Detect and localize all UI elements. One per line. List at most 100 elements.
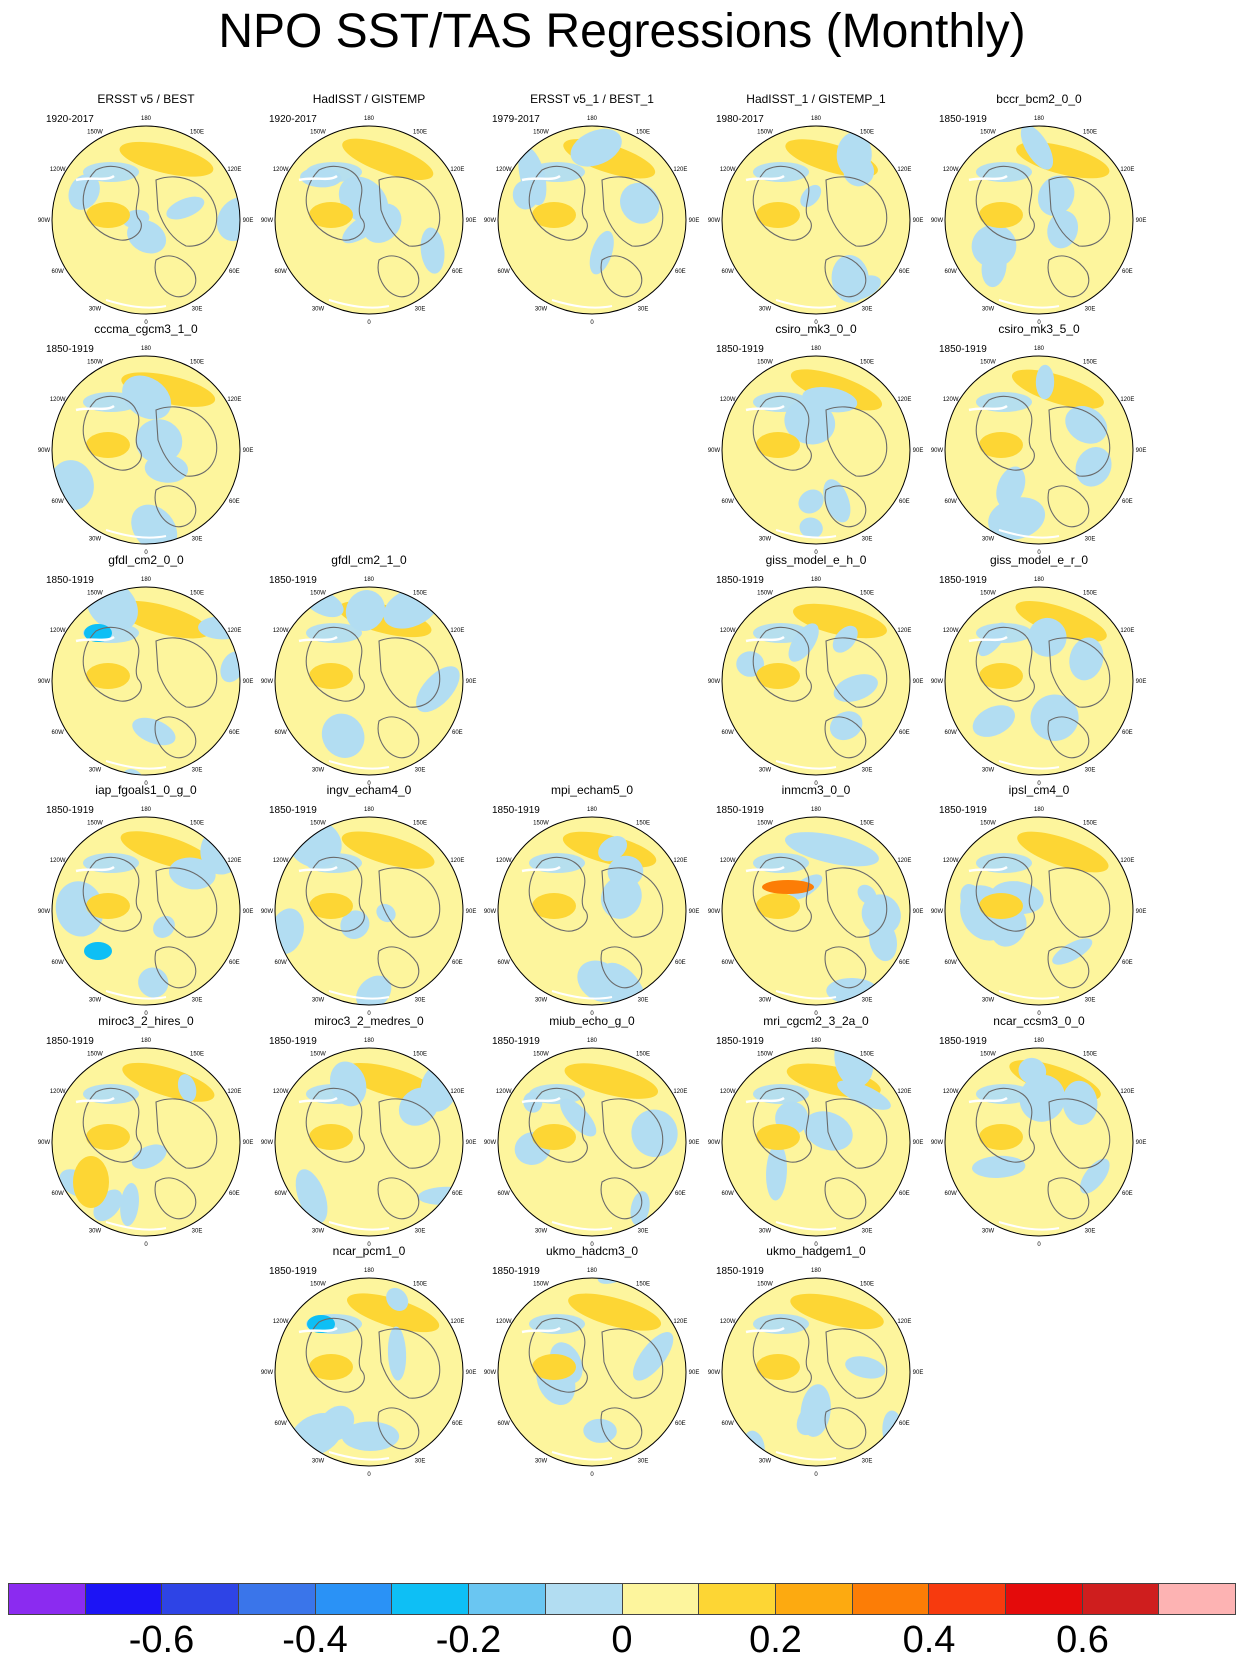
longitude-label: 120W — [943, 397, 959, 403]
longitude-label: 150E — [190, 591, 204, 597]
longitude-label: 0 — [814, 320, 818, 326]
longitude-label: 60W — [721, 730, 734, 736]
panel-years: 1850-1919 — [46, 1036, 94, 1047]
colorbar-tick-label: -0.2 — [435, 1619, 502, 1661]
map-panel: gfdl_cm2_0_0 1850-1919 180 150E 120E 90E 60E 30… — [36, 553, 256, 793]
colorbar-swatch — [1159, 1584, 1235, 1614]
colorbar-swatch — [775, 1584, 853, 1614]
map-panel: bccr_bcm2_0_0 1850-1919 180 150E 120E 90E 60E 3… — [929, 92, 1149, 332]
longitude-label: 120W — [50, 167, 66, 173]
longitude-label: 150E — [413, 1052, 427, 1058]
map-panel: giss_model_e_h_0 1850-1919 180 150E 120E 90E 6… — [706, 553, 926, 793]
longitude-label: 150E — [636, 130, 650, 136]
longitude-label: 150W — [533, 1282, 549, 1288]
longitude-label: 90E — [689, 1370, 700, 1376]
longitude-label: 0 — [144, 1242, 148, 1248]
longitude-label: 30E — [192, 997, 203, 1003]
longitude-label: 180 — [364, 116, 375, 122]
longitude-label: 60E — [899, 269, 910, 275]
longitude-label: 120E — [1120, 1089, 1134, 1095]
panel-title: ingv_echam4_0 — [326, 783, 412, 797]
longitude-label: 150E — [860, 130, 874, 136]
longitude-label: 90E — [913, 679, 924, 685]
longitude-label: 0 — [144, 1011, 148, 1017]
longitude-label: 90W — [931, 1140, 944, 1146]
longitude-label: 60W — [497, 960, 510, 966]
longitude-label: 120W — [273, 628, 289, 634]
longitude-label: 150E — [413, 1282, 427, 1288]
longitude-label: 120E — [227, 858, 241, 864]
longitude-label: 150E — [190, 130, 204, 136]
longitude-label: 60W — [944, 960, 957, 966]
longitude-label: 150E — [860, 591, 874, 597]
longitude-label: 60E — [1122, 1191, 1133, 1197]
longitude-label: 150W — [980, 130, 996, 136]
longitude-label: 150W — [757, 130, 773, 136]
colorbar — [8, 1583, 1236, 1615]
longitude-label: 90W — [708, 679, 721, 685]
longitude-label: 120E — [1120, 397, 1134, 403]
longitude-label: 120E — [450, 1089, 464, 1095]
longitude-label: 30W — [982, 306, 995, 312]
longitude-label: 0 — [814, 1011, 818, 1017]
longitude-label: 90W — [484, 909, 497, 915]
longitude-label: 30E — [638, 1458, 649, 1464]
longitude-label: 60E — [675, 1421, 686, 1427]
longitude-label: 60E — [899, 499, 910, 505]
longitude-label: 0 — [144, 320, 148, 326]
longitude-label: 60E — [899, 1421, 910, 1427]
colorbar-swatch — [699, 1584, 776, 1614]
longitude-label: 120W — [943, 858, 959, 864]
longitude-label: 0 — [1037, 320, 1041, 326]
longitude-label: 120W — [720, 628, 736, 634]
longitude-label: 30W — [535, 1458, 548, 1464]
longitude-label: 30E — [638, 306, 649, 312]
colorbar-swatch — [852, 1584, 930, 1614]
longitude-label: 120E — [450, 858, 464, 864]
colorbar-swatch — [392, 1584, 470, 1614]
longitude-label: 180 — [364, 807, 375, 813]
longitude-label: 30W — [982, 536, 995, 542]
polar-map: 180 150E 120E 90E 60E 30E 0 30W 60W 90W 120W 150W — [708, 577, 924, 787]
longitude-label: 30E — [1085, 767, 1096, 773]
longitude-label: 90E — [466, 1140, 477, 1146]
longitude-label: 90E — [913, 1140, 924, 1146]
longitude-label: 180 — [811, 116, 822, 122]
longitude-label: 60E — [452, 269, 463, 275]
longitude-label: 30E — [862, 306, 873, 312]
longitude-label: 90E — [466, 909, 477, 915]
longitude-label: 120E — [673, 1089, 687, 1095]
longitude-label: 120E — [897, 1319, 911, 1325]
longitude-label: 150W — [87, 1052, 103, 1058]
longitude-label: 120W — [496, 167, 512, 173]
longitude-label: 30W — [89, 767, 102, 773]
longitude-label: 120W — [50, 858, 66, 864]
longitude-label: 90W — [484, 218, 497, 224]
longitude-label: 180 — [811, 807, 822, 813]
longitude-label: 90W — [708, 909, 721, 915]
panel-years: 1980-2017 — [716, 114, 764, 125]
longitude-label: 60W — [274, 1421, 287, 1427]
longitude-label: 0 — [814, 1242, 818, 1248]
map-panel: cccma_cgcm3_1_0 1850-1919 180 150E 120E 90E 60… — [36, 322, 256, 562]
longitude-label: 30E — [638, 1228, 649, 1234]
longitude-label: 180 — [587, 1038, 598, 1044]
panel-title: inmcm3_0_0 — [781, 783, 851, 797]
longitude-label: 120W — [943, 1089, 959, 1095]
longitude-label: 90E — [466, 1370, 477, 1376]
longitude-label: 90E — [466, 679, 477, 685]
longitude-label: 150W — [87, 130, 103, 136]
longitude-label: 90W — [261, 909, 274, 915]
map-panel: inmcm3_0_0 1850-1919 180 150E 120E 90E 60E 30E 0… — [706, 783, 926, 1023]
panel-years: 1850-1919 — [269, 575, 317, 586]
longitude-label: 90E — [913, 909, 924, 915]
longitude-label: 60E — [675, 269, 686, 275]
panel-title: giss_model_e_r_0 — [989, 553, 1089, 567]
panel-years: 1979-2017 — [492, 114, 540, 125]
longitude-label: 90E — [243, 218, 254, 224]
panel-years: 1850-1919 — [716, 805, 764, 816]
longitude-label: 180 — [587, 116, 598, 122]
longitude-label: 120E — [227, 1089, 241, 1095]
longitude-label: 30E — [862, 1458, 873, 1464]
longitude-label: 60W — [274, 730, 287, 736]
